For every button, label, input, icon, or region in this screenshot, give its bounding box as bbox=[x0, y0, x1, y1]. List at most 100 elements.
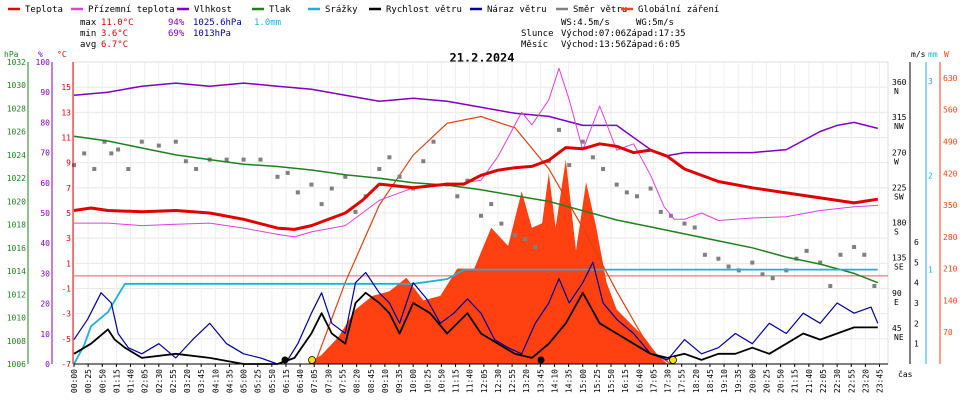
x-tick-label: 20:00 bbox=[748, 369, 757, 393]
moonset-marker bbox=[281, 356, 289, 364]
wind-direction-point bbox=[258, 157, 263, 162]
sunset-marker bbox=[669, 356, 677, 364]
radiation-tick-label: 350 bbox=[943, 201, 958, 210]
direction-compass-label: SW bbox=[894, 192, 904, 201]
wind-direction-point bbox=[275, 174, 280, 179]
direction-compass-label: S bbox=[894, 228, 899, 237]
wind-direction-point bbox=[72, 163, 76, 168]
wind-direction-point bbox=[241, 157, 246, 162]
wind-direction-point bbox=[635, 194, 639, 199]
humidity-tick-label: 0 bbox=[45, 360, 50, 369]
wind-direction-point bbox=[818, 260, 823, 265]
wind-direction-point bbox=[156, 143, 161, 148]
wind-tick-label: 2 bbox=[914, 319, 919, 328]
wind-direction-point bbox=[750, 260, 755, 265]
wind-tick-label: 3 bbox=[914, 299, 919, 308]
wind-direction-point bbox=[126, 167, 131, 171]
temperature-tick-label: 15 bbox=[61, 83, 71, 92]
pressure-tick-label: 1020 bbox=[7, 197, 26, 206]
direction-tick-label: 180 bbox=[892, 219, 907, 228]
temperature-tick-label: 11 bbox=[61, 134, 71, 143]
unit-rain: mm bbox=[928, 50, 938, 59]
wind-direction-point bbox=[648, 186, 653, 191]
x-tick-label: 06:40 bbox=[296, 369, 305, 393]
radiation-tick-label: 490 bbox=[943, 137, 958, 146]
stat-min-press: 1013hPa bbox=[193, 29, 231, 39]
wind-direction-point bbox=[92, 167, 97, 171]
legend: Teplota Přízemní teplota Vlhkost Tlak Srážky… bbox=[8, 5, 719, 15]
wind-direction-point bbox=[489, 202, 494, 207]
unit-rad: W bbox=[944, 50, 949, 59]
x-tick-label: 03:20 bbox=[183, 369, 192, 393]
wind-direction-point bbox=[499, 221, 504, 226]
rain-tick-label: 2 bbox=[928, 171, 933, 180]
stat-max-hum: 94% bbox=[168, 18, 185, 28]
info-sunrise: Východ:07:06 bbox=[561, 29, 626, 39]
x-tick-label: 00:25 bbox=[84, 369, 93, 393]
humidity-line bbox=[73, 82, 878, 157]
wind-direction-point bbox=[109, 151, 114, 156]
info-ws: WS:4.5m/s bbox=[561, 18, 610, 28]
wind-direction-point bbox=[224, 157, 229, 162]
temperature-tick-label: 7 bbox=[66, 184, 71, 193]
pressure-tick-label: 1016 bbox=[7, 244, 26, 253]
pressure-tick-label: 1012 bbox=[7, 290, 26, 299]
wind-direction-point bbox=[523, 237, 528, 242]
x-tick-label: 02:30 bbox=[155, 369, 164, 393]
stat-max-rain: 1.0mm bbox=[254, 18, 281, 28]
stat-min-label: min bbox=[80, 29, 96, 39]
x-tick-label: 15:50 bbox=[607, 369, 616, 393]
x-tick-label: 13:45 bbox=[536, 369, 545, 393]
legend-label: Srážky bbox=[325, 5, 358, 15]
wind-gust-line bbox=[73, 261, 879, 365]
moonrise-marker bbox=[537, 356, 545, 364]
pressure-tick-label: 1010 bbox=[7, 314, 26, 323]
temperature-tick-label: 3 bbox=[66, 234, 71, 243]
pressure-line bbox=[73, 135, 879, 284]
pressure-tick-label: 1014 bbox=[7, 267, 26, 276]
info-sun-label: Slunce bbox=[521, 29, 554, 39]
radiation-clear-sky-line bbox=[314, 115, 672, 365]
x-tick-label: 11:40 bbox=[466, 369, 475, 393]
x-tick-label: 10:00 bbox=[409, 369, 418, 393]
direction-compass-label: SE bbox=[894, 263, 904, 272]
x-tick-label: 17:05 bbox=[649, 369, 658, 393]
wind-direction-point bbox=[716, 256, 721, 261]
wind-direction-point bbox=[557, 127, 561, 132]
humidity-tick-label: 70 bbox=[40, 149, 50, 158]
humidity-tick-label: 100 bbox=[36, 58, 51, 67]
marker-layer bbox=[281, 356, 677, 364]
wind-tick-label: 5 bbox=[914, 258, 919, 267]
radiation-tick-label: 210 bbox=[943, 265, 958, 274]
direction-tick-label: 225 bbox=[892, 183, 907, 192]
wind-direction-point bbox=[862, 252, 867, 257]
x-tick-label: 18:45 bbox=[706, 369, 715, 393]
legend-label: Směr větru bbox=[573, 5, 627, 15]
stat-max-label: max bbox=[80, 18, 97, 28]
humidity-tick-label: 40 bbox=[40, 239, 50, 248]
x-tick-label: 16:15 bbox=[621, 369, 630, 393]
x-tick-label: 17:30 bbox=[664, 369, 673, 393]
x-tick-label: 12:05 bbox=[480, 369, 489, 393]
wind-direction-point bbox=[329, 186, 334, 191]
wind-direction-point bbox=[455, 194, 460, 199]
wind-direction-point bbox=[760, 272, 765, 277]
x-tick-label: 05:25 bbox=[254, 369, 263, 393]
pressure-tick-label: 1006 bbox=[7, 360, 26, 369]
wind-tick-label: 4 bbox=[914, 279, 919, 288]
wind-direction-point bbox=[580, 139, 585, 144]
x-tick-label: 22:30 bbox=[833, 369, 842, 393]
stat-avg-temp: 6.7°C bbox=[101, 40, 128, 50]
wind-direction-point bbox=[682, 221, 687, 226]
wind-direction-point bbox=[194, 167, 199, 171]
unit-temp: °C bbox=[57, 50, 67, 59]
x-tick-label: 22:05 bbox=[819, 369, 828, 393]
humidity-tick-label: 20 bbox=[40, 300, 50, 309]
humidity-tick-label: 10 bbox=[40, 330, 50, 339]
wind-direction-point bbox=[377, 167, 382, 171]
direction-compass-label: NE bbox=[894, 333, 904, 342]
pressure-tick-label: 1008 bbox=[7, 337, 26, 346]
stat-min-temp: 3.6°C bbox=[101, 29, 128, 39]
x-tick-label: 07:55 bbox=[339, 369, 348, 393]
